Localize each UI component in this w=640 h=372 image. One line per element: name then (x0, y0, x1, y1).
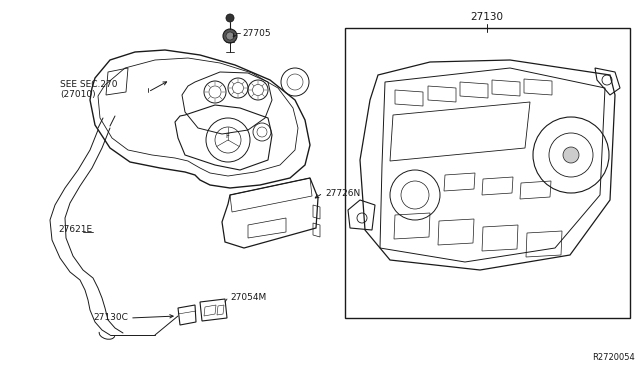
Text: 27705: 27705 (242, 29, 271, 38)
Bar (345, 28, 630, 318)
Text: 27726N: 27726N (325, 189, 360, 198)
Circle shape (226, 32, 234, 40)
Circle shape (226, 14, 234, 22)
Circle shape (223, 29, 237, 43)
Text: 27130C: 27130C (93, 314, 128, 323)
Circle shape (563, 147, 579, 163)
Text: R2720054: R2720054 (592, 353, 635, 362)
Text: 27054M: 27054M (230, 292, 266, 301)
Text: F: F (225, 133, 229, 139)
Text: SEE SEC.270
(27010): SEE SEC.270 (27010) (60, 80, 118, 99)
Text: 27621E: 27621E (58, 225, 92, 234)
Text: 27130: 27130 (470, 12, 504, 22)
